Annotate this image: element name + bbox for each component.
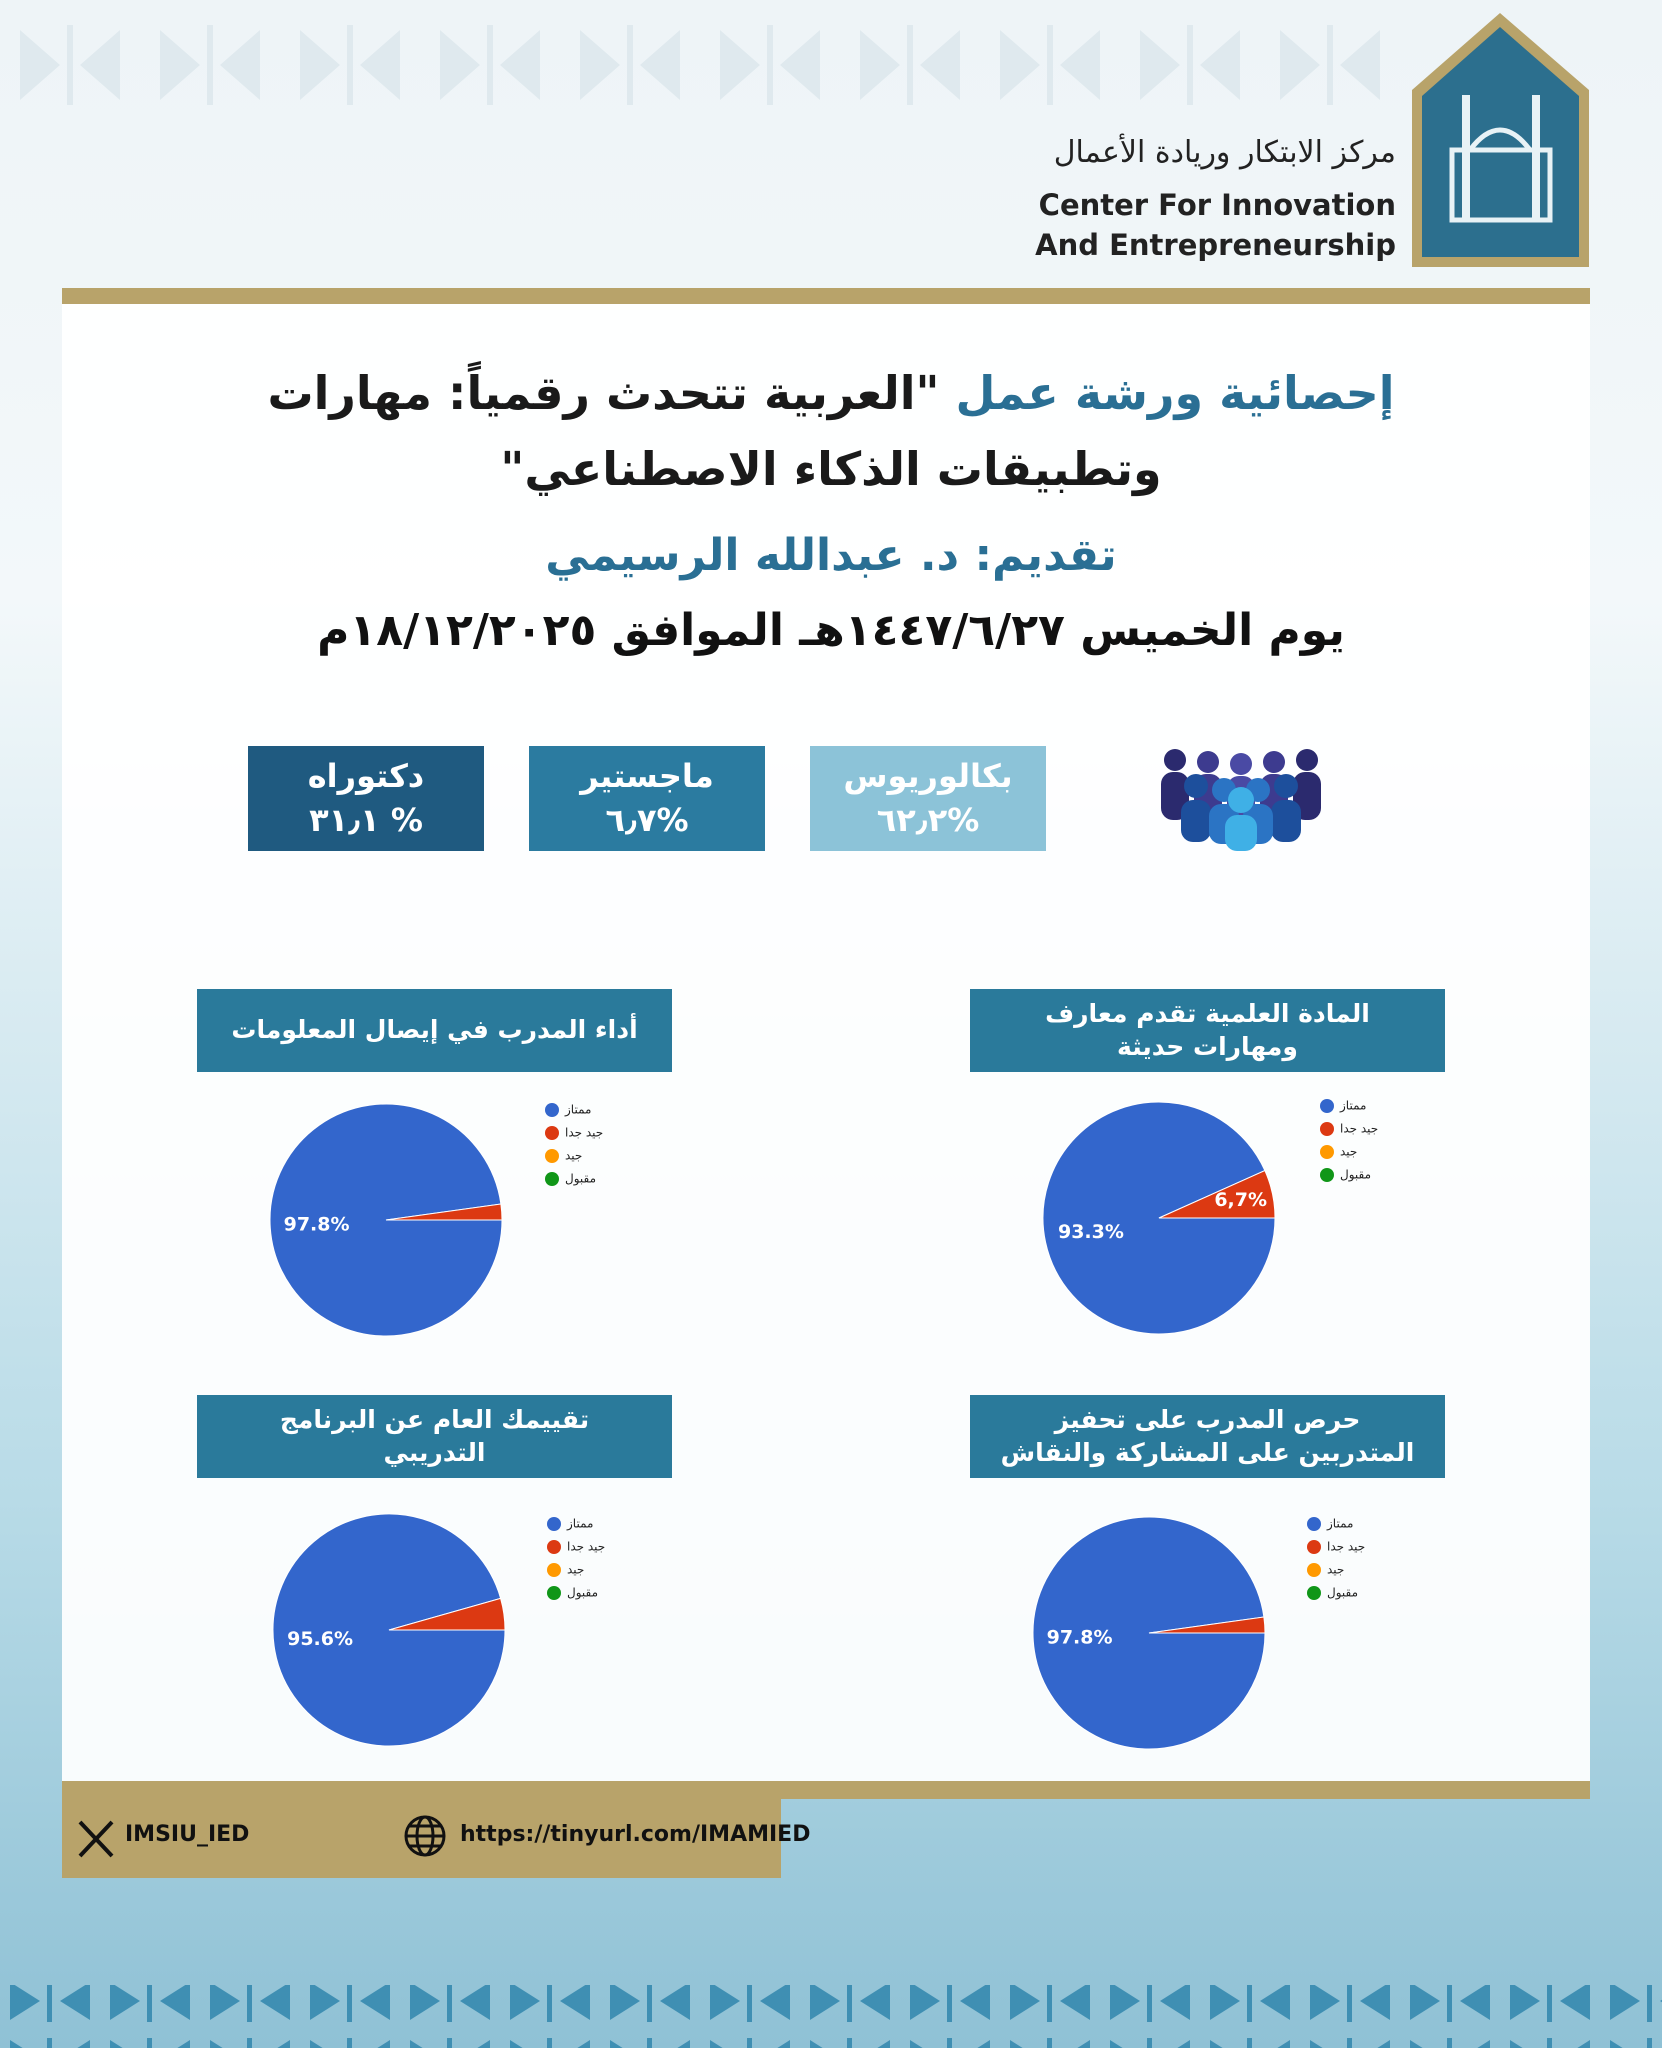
- legend-swatch: [545, 1103, 559, 1117]
- presenter: تقديم: د. عبدالله الرسيمي: [545, 530, 1117, 581]
- legend-label: جيد: [1340, 1145, 1357, 1159]
- legend-label: ممتاز: [566, 1517, 593, 1532]
- legend-swatch: [1320, 1145, 1334, 1159]
- legend-label: مقبول: [1340, 1168, 1371, 1183]
- legend-label: ممتاز: [1326, 1517, 1353, 1532]
- degree-label: ماجستير: [580, 757, 714, 796]
- legend-label: ممتاز: [564, 1103, 591, 1118]
- degree-value: % ٣١٫١: [309, 800, 423, 839]
- legend-label: ممتاز: [1339, 1099, 1366, 1114]
- legend-swatch: [547, 1517, 561, 1531]
- title: "العربية تتحدث رقمياً: مهارات وتطبيقات ا…: [267, 366, 1162, 496]
- gold-bar: [62, 1781, 1590, 1799]
- globe-icon: [404, 1815, 446, 1857]
- legend-swatch: [1307, 1586, 1321, 1600]
- pie-slice: [1148, 1616, 1266, 1634]
- legend-label: مقبول: [1327, 1586, 1358, 1601]
- degree-value: %٦٢٫٢: [876, 800, 980, 839]
- chart-title: تقييمك العام عن البرنامج التدريبي: [197, 1395, 672, 1478]
- legend-swatch: [1307, 1517, 1321, 1531]
- legend-swatch: [545, 1149, 559, 1163]
- value-label: 97.8%: [1047, 1626, 1113, 1648]
- logo-english: And Entrepreneurship: [1035, 228, 1396, 262]
- title-block: إحصائية ورشة عمل "العربية تتحدث رقمياً: …: [220, 355, 1442, 507]
- degree-box: دكتوراه % ٣١٫١: [248, 746, 484, 851]
- legend-label: جيد جدا: [1327, 1540, 1365, 1554]
- footer-box: [62, 1799, 781, 1878]
- value-label: 6,7%: [1214, 1189, 1267, 1211]
- logo-english: Center For Innovation: [1038, 188, 1396, 222]
- chart-title: أداء المدرب في إيصال المعلومات: [197, 989, 672, 1072]
- degree-label: دكتوراه: [307, 757, 425, 796]
- pie-slice: [385, 1203, 503, 1221]
- chart-title: حرص المدرب على تحفيز المتدربين على المشا…: [970, 1395, 1445, 1478]
- degree-box: ماجستير %٦٫٧: [529, 746, 765, 851]
- logo: [1412, 13, 1589, 267]
- legend-label: مقبول: [565, 1172, 596, 1187]
- legend-label: جيد: [565, 1149, 582, 1163]
- gold-bar: [62, 288, 1590, 304]
- legend-swatch: [547, 1540, 561, 1554]
- url: https://tinyurl.com/IMAMIED: [460, 1822, 811, 1847]
- x-icon: [78, 1820, 114, 1858]
- legend-label: جيد: [567, 1563, 584, 1577]
- legend-label: جيد: [1327, 1563, 1344, 1577]
- value-label: 97.8%: [284, 1213, 350, 1235]
- legend-swatch: [545, 1126, 559, 1140]
- legend-label: جيد جدا: [1340, 1122, 1378, 1136]
- pie-slice: [1158, 1169, 1276, 1219]
- degree-label: بكالوريوس: [843, 757, 1013, 796]
- legend-swatch: [1320, 1099, 1334, 1113]
- people-icon: [1161, 749, 1321, 851]
- legend-swatch: [1307, 1540, 1321, 1554]
- legend-swatch: [1320, 1168, 1334, 1182]
- top-pattern: [0, 0, 1380, 140]
- date: يوم الخميس ١٤٤٧/٦/٢٧هـ الموافق ١٨/١٢/٢٠٢…: [317, 605, 1345, 656]
- chart-title: المادة العلمية تقدم معارف ومهارات حديثة: [970, 989, 1445, 1072]
- pie-slice: [388, 1597, 506, 1631]
- legend-swatch: [545, 1172, 559, 1186]
- logo-arabic: مركز الابتكار وريادة الأعمال: [1053, 135, 1396, 170]
- bottom-pattern: [0, 1985, 1662, 2048]
- legend-swatch: [547, 1563, 561, 1577]
- legend-label: جيد جدا: [565, 1126, 603, 1140]
- legend-swatch: [1307, 1563, 1321, 1577]
- legend-label: جيد جدا: [567, 1540, 605, 1554]
- legend-swatch: [547, 1586, 561, 1600]
- value-label: 95.6%: [287, 1628, 353, 1650]
- x-handle: IMSIU_IED: [125, 1822, 250, 1847]
- degree-value: %٦٫٧: [605, 800, 689, 839]
- value-label: 93.3%: [1058, 1221, 1124, 1243]
- legend-label: مقبول: [567, 1586, 598, 1601]
- legend-swatch: [1320, 1122, 1334, 1136]
- degree-box: بكالوريوس %٦٢٫٢: [810, 746, 1046, 851]
- title-highlight: إحصائية ورشة عمل: [955, 366, 1395, 420]
